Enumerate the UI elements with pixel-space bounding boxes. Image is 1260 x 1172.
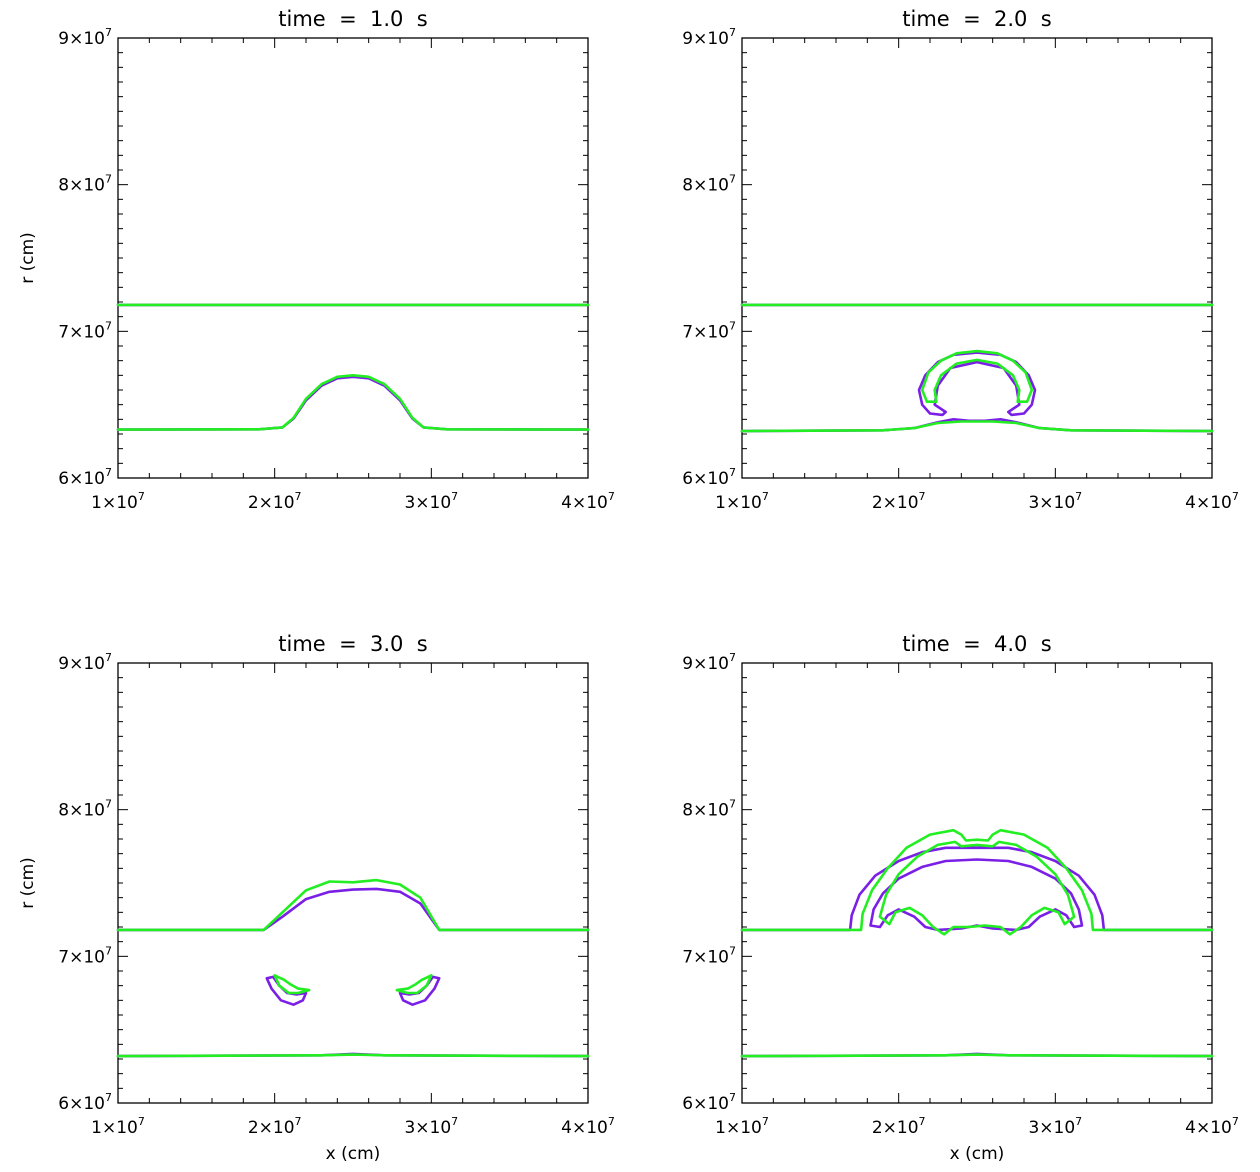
- y-tick-label: 6×107: [58, 466, 112, 489]
- x-axis-label: x (cm): [326, 1144, 381, 1164]
- x-tick-label: 1×107: [715, 490, 769, 513]
- panel-time-3s: 1×107 2×107 3×107 4×107 6×107 7×107 8×107 9×107…: [18, 632, 615, 1164]
- chart-title: time = 3.0 s: [278, 632, 427, 656]
- x-tick-label: 2×107: [872, 490, 926, 513]
- y-tick-label: 7×107: [58, 319, 112, 342]
- plot-frame: [741, 662, 1213, 1104]
- x-axis-label: x (cm): [950, 1144, 1005, 1164]
- plot-frame: [117, 37, 589, 479]
- series-1-contour-2: [273, 974, 311, 995]
- series-1-contour-1: [116, 374, 590, 431]
- y-tick-label: 6×107: [682, 466, 736, 489]
- y-tick-label: 8×107: [58, 173, 112, 196]
- x-tick-label: 2×107: [248, 490, 302, 513]
- panel-time-1s: 1×107 2×107 3×107 4×107 6×107 7×107 8×107 9×107…: [18, 7, 615, 513]
- chart-title: time = 2.0 s: [902, 7, 1051, 31]
- y-tick-label: 6×107: [58, 1091, 112, 1114]
- x-tick-label: 2×107: [872, 1115, 926, 1138]
- x-tick-label: 3×107: [1028, 1115, 1082, 1138]
- series-0-contour-1: [116, 887, 590, 932]
- y-tick-label: 9×107: [58, 26, 112, 49]
- chart-title: time = 4.0 s: [902, 632, 1051, 656]
- y-axis-label: r (cm): [18, 232, 38, 284]
- y-tick-label: 7×107: [58, 944, 112, 967]
- y-tick-label: 8×107: [58, 798, 112, 821]
- y-tick-label: 8×107: [682, 798, 736, 821]
- y-tick-label: 9×107: [58, 651, 112, 674]
- series-1-contour-0: [116, 1053, 590, 1058]
- y-axis-label: r (cm): [18, 857, 38, 909]
- x-tick-label: 1×107: [91, 490, 145, 513]
- x-tick-label: 4×107: [561, 490, 615, 513]
- series-1-contour-1: [116, 878, 590, 932]
- x-tick-label: 4×107: [1185, 490, 1239, 513]
- chart-title: time = 1.0 s: [278, 7, 427, 31]
- series-1-contour-0: [740, 1053, 1214, 1058]
- panel-time-4s: 1×107 2×107 3×107 4×107 6×107 7×107 8×107 9×107…: [682, 632, 1239, 1164]
- x-tick-label: 3×107: [404, 1115, 458, 1138]
- series-1-contour-2: [878, 840, 1076, 936]
- series-0-contour-1: [116, 375, 590, 431]
- x-tick-label: 2×107: [248, 1115, 302, 1138]
- series-1-contour-1: [740, 420, 1214, 433]
- x-tick-label: 4×107: [1185, 1115, 1239, 1138]
- series-0-contour-1: [740, 846, 1214, 932]
- x-tick-label: 3×107: [404, 490, 458, 513]
- y-tick-label: 7×107: [682, 319, 736, 342]
- y-tick-label: 9×107: [682, 26, 736, 49]
- x-tick-label: 1×107: [715, 1115, 769, 1138]
- plot-frame: [741, 37, 1213, 479]
- panel-time-2s: 1×107 2×107 3×107 4×107 6×107 7×107 8×107 9×107…: [682, 7, 1239, 513]
- series-1-contour-1: [740, 828, 1214, 932]
- x-tick-label: 4×107: [561, 1115, 615, 1138]
- series-1-contour-2: [920, 349, 1034, 403]
- y-tick-label: 8×107: [682, 173, 736, 196]
- series-1-contour-3: [395, 974, 433, 995]
- x-tick-label: 3×107: [1028, 490, 1082, 513]
- y-tick-label: 7×107: [682, 944, 736, 967]
- y-tick-label: 6×107: [682, 1091, 736, 1114]
- x-tick-label: 1×107: [91, 1115, 145, 1138]
- series-0-contour-2: [869, 858, 1084, 932]
- y-tick-label: 9×107: [682, 651, 736, 674]
